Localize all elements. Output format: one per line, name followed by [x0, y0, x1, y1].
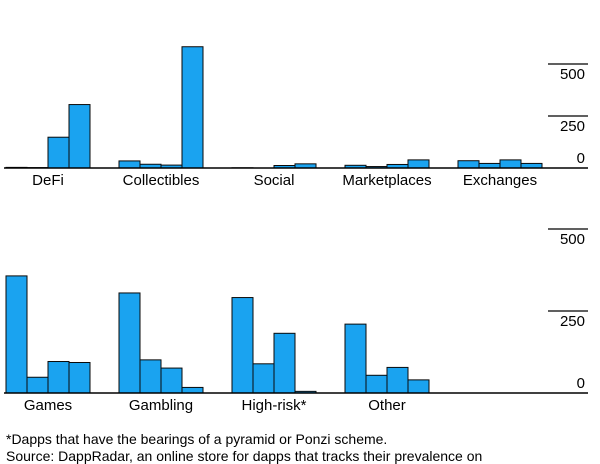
y-tick-label: 0	[577, 150, 585, 167]
bar-games-3	[47, 361, 70, 394]
bar-gambling-1	[118, 292, 141, 394]
bar-gambling-4	[181, 386, 204, 394]
bar-highrisk-2	[252, 363, 275, 394]
category-label: Social	[254, 172, 295, 189]
bar-other-2	[365, 374, 388, 394]
bar-other-4	[407, 379, 430, 394]
bar-marketplaces-4	[407, 159, 430, 169]
bar-other-1	[344, 323, 367, 394]
category-label: Collectibles	[123, 172, 200, 189]
bar-defi-4	[68, 104, 91, 169]
category-label: DeFi	[32, 172, 64, 189]
category-label: High-risk*	[241, 397, 306, 414]
bar-gambling-3	[160, 367, 183, 394]
y-tick-label: 250	[560, 118, 585, 135]
category-label: Marketplaces	[342, 172, 431, 189]
y-tick-label: 500	[560, 231, 585, 248]
bar-games-4	[68, 361, 91, 394]
category-label: Exchanges	[463, 172, 537, 189]
y-tick-label: 0	[577, 375, 585, 392]
bar-games-2	[26, 376, 49, 394]
category-label: Games	[24, 397, 72, 414]
bar-collectibles-1	[118, 160, 141, 169]
bar-other-3	[386, 366, 409, 394]
bar-highrisk-3	[273, 332, 296, 394]
bar-collectibles-4	[181, 46, 204, 169]
y-tick-label: 250	[560, 313, 585, 330]
category-label: Gambling	[129, 397, 193, 414]
bar-highrisk-1	[231, 297, 254, 394]
bar-exchanges-1	[457, 160, 480, 169]
bar-games-1	[5, 275, 28, 394]
bar-exchanges-3	[499, 159, 522, 169]
bar-defi-3	[47, 136, 70, 169]
bar-gambling-2	[139, 359, 162, 394]
footnote: *Dapps that have the bearings of a pyram…	[6, 431, 388, 447]
y-tick-label: 500	[560, 66, 585, 83]
category-label: Other	[368, 397, 406, 414]
source-note: Source: DappRadar, an online store for d…	[6, 448, 483, 464]
